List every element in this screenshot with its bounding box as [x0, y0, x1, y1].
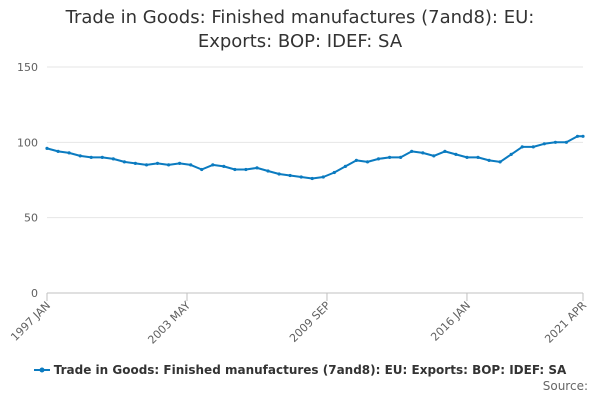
source-label: Source: — [542, 379, 588, 393]
data-point[interactable] — [277, 172, 281, 176]
data-point[interactable] — [399, 155, 403, 159]
data-point[interactable] — [498, 160, 502, 164]
data-point[interactable] — [167, 163, 171, 167]
data-point[interactable] — [476, 155, 480, 159]
y-tick-label: 0 — [31, 287, 38, 300]
data-point[interactable] — [354, 158, 358, 162]
data-point[interactable] — [155, 161, 160, 165]
x-tick-label: 2003 MAY — [145, 299, 193, 347]
data-point[interactable] — [122, 160, 126, 164]
legend[interactable]: Trade in Goods: Finished manufactures (7… — [0, 363, 600, 377]
data-point[interactable] — [321, 175, 325, 179]
data-point[interactable] — [288, 173, 292, 178]
data-point[interactable] — [89, 155, 93, 159]
chart-title-line-2: Exports: BOP: IDEF: SA — [197, 31, 403, 52]
data-point[interactable] — [111, 157, 115, 161]
data-point[interactable] — [553, 140, 558, 144]
data-point[interactable] — [211, 163, 215, 167]
data-point[interactable] — [133, 161, 137, 165]
data-point[interactable] — [454, 152, 458, 156]
x-tick-label: 1997 JAN — [8, 299, 53, 344]
data-point[interactable] — [432, 154, 436, 158]
y-tick-label: 150 — [17, 61, 38, 74]
data-point[interactable] — [178, 161, 182, 165]
data-point[interactable] — [509, 152, 513, 156]
data-point[interactable] — [410, 149, 414, 153]
data-point[interactable] — [581, 134, 585, 138]
data-point[interactable] — [310, 176, 314, 181]
data-point[interactable] — [520, 145, 524, 149]
data-point[interactable] — [100, 155, 104, 159]
data-point[interactable] — [255, 166, 259, 170]
data-point[interactable] — [266, 169, 270, 173]
legend-line-marker-icon — [33, 367, 50, 373]
data-point[interactable] — [365, 160, 370, 164]
data-point[interactable] — [421, 151, 425, 155]
data-point[interactable] — [343, 164, 347, 168]
data-point[interactable] — [144, 163, 149, 167]
x-axis-ticks: 1997 JAN 2003 MAY 2009 SEP 2016 JAN 2021 APR — [8, 293, 589, 347]
grid-lines — [47, 66, 583, 294]
chart-title-line-1: Trade in Goods: Finished manufactures (7… — [65, 7, 535, 28]
x-tick-label: 2009 SEP — [287, 299, 333, 345]
data-point[interactable] — [376, 157, 381, 161]
data-point[interactable] — [67, 151, 71, 155]
data-point[interactable] — [564, 140, 569, 144]
series-layer — [45, 134, 585, 181]
data-point[interactable] — [233, 167, 237, 172]
data-point[interactable] — [299, 175, 303, 179]
data-point[interactable] — [487, 158, 491, 162]
y-axis-tick-labels: 0 50 100 150 — [17, 61, 38, 300]
data-point[interactable] — [45, 146, 49, 150]
data-point[interactable] — [443, 149, 447, 153]
data-point[interactable] — [189, 163, 193, 167]
data-point[interactable] — [78, 154, 82, 158]
data-point[interactable] — [200, 167, 204, 172]
data-point[interactable] — [575, 134, 580, 138]
series-line-0[interactable] — [46, 135, 584, 180]
data-point[interactable] — [531, 145, 535, 149]
chart-title: Trade in Goods: Finished manufactures (7… — [0, 6, 600, 54]
data-point[interactable] — [542, 142, 546, 146]
data-point[interactable] — [388, 155, 392, 159]
x-tick-label: 2021 APR — [542, 299, 589, 346]
data-point[interactable] — [465, 155, 469, 159]
legend-series-label: Trade in Goods: Finished manufactures (7… — [53, 363, 567, 377]
x-tick-label: 2016 JAN — [428, 299, 473, 344]
data-point[interactable] — [332, 170, 336, 175]
data-point[interactable] — [56, 149, 60, 153]
data-point[interactable] — [222, 164, 226, 168]
data-point[interactable] — [244, 167, 248, 172]
y-tick-label: 50 — [24, 212, 38, 225]
y-tick-label: 100 — [17, 136, 38, 149]
